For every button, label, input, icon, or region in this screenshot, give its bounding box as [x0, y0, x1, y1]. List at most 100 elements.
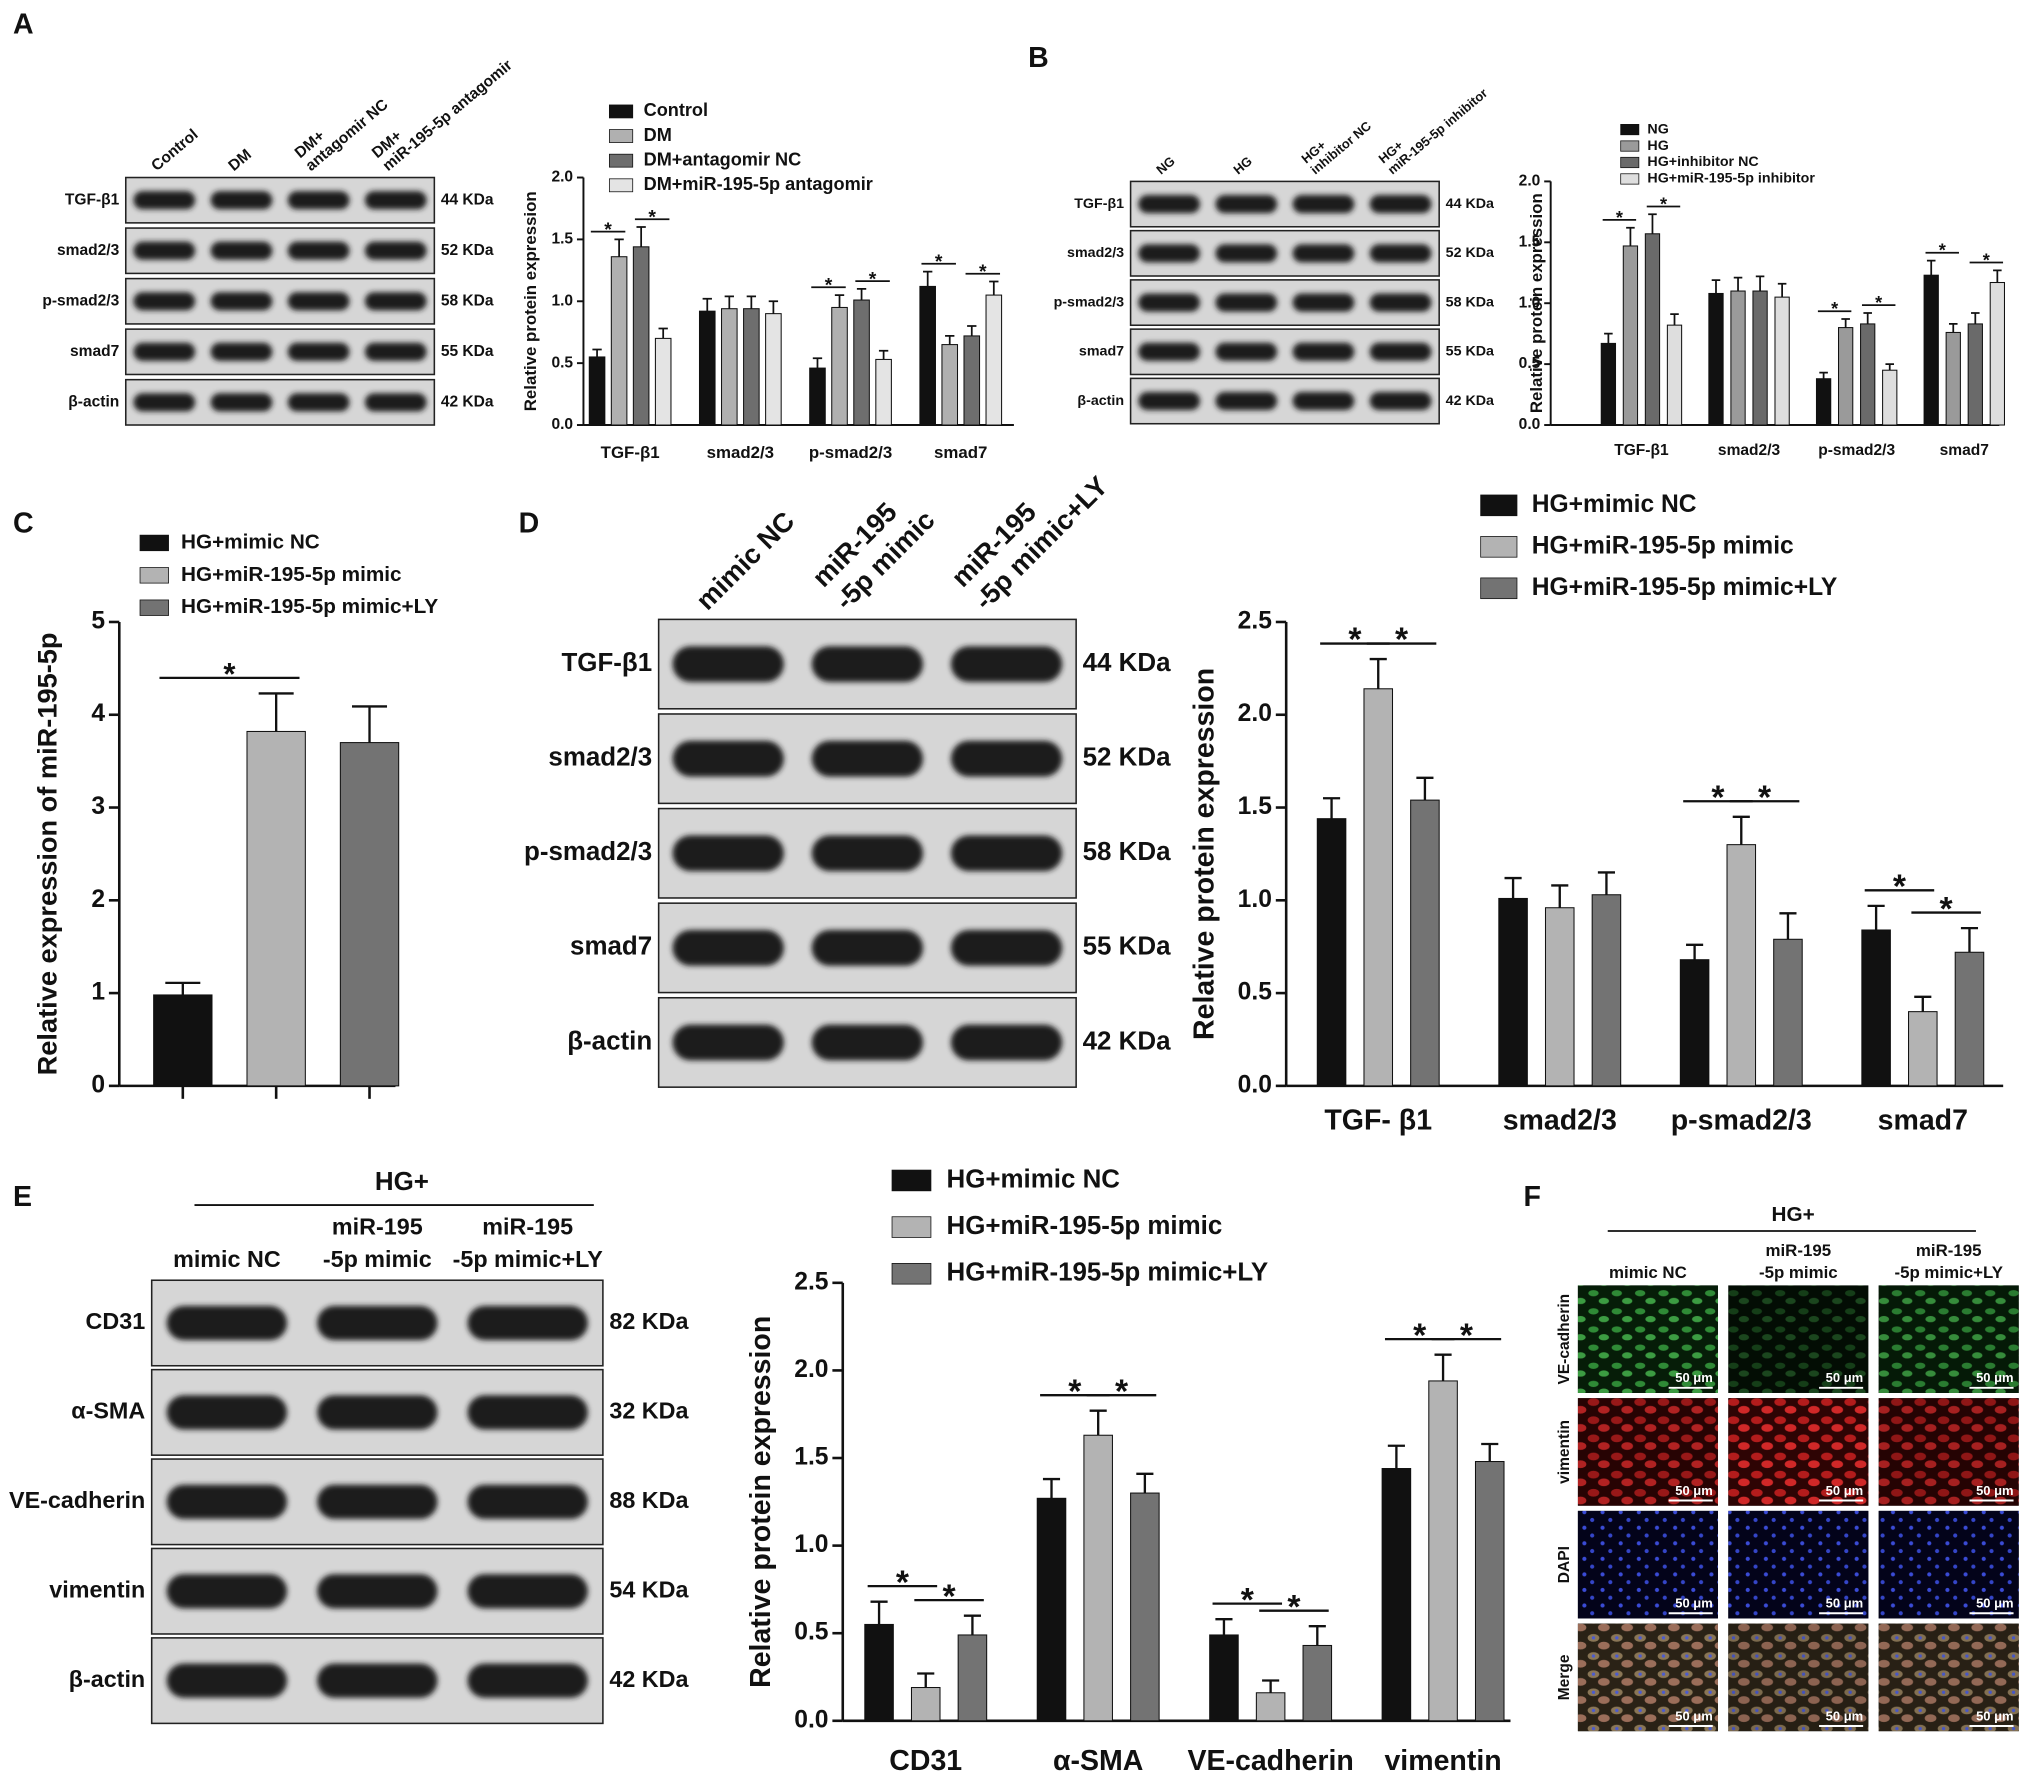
legend-swatch [1480, 536, 1518, 558]
y-tick-label: 3 [91, 793, 105, 820]
legend-swatch [1620, 173, 1640, 185]
error-bar [352, 705, 388, 743]
size-label: 44 KDa [1446, 196, 1495, 212]
legend-label: HG+miR-195-5p mimic+LY [1532, 574, 1838, 601]
blot-band [1292, 342, 1355, 361]
error-bar [1686, 943, 1704, 960]
blot-band [210, 342, 273, 361]
bar [1600, 342, 1617, 426]
error-bar [1042, 1477, 1061, 1499]
protein-label: TGF-β1 [561, 649, 652, 677]
error-bar [870, 1600, 888, 1625]
blot-band [1215, 293, 1278, 312]
bar [864, 1623, 894, 1722]
bar [610, 256, 628, 426]
legend-swatch [891, 1169, 932, 1192]
error-bar [1308, 1625, 1326, 1646]
blot-band [166, 1395, 288, 1430]
bar [919, 285, 936, 426]
blot-band [1215, 391, 1278, 411]
error-bar [614, 238, 624, 257]
legend-label: HG [1647, 138, 1668, 154]
x-tick-label: vimentin [1384, 1745, 1501, 1777]
bar [1363, 688, 1394, 1087]
error-bar [917, 1672, 935, 1688]
y-tick-label: 1 [91, 979, 105, 1006]
legend-swatch [608, 178, 634, 193]
group-label: HG+ [375, 1168, 429, 1196]
blot-band [1215, 244, 1278, 263]
bar [1815, 378, 1832, 426]
panel-letters: A B C D E F [13, 8, 1541, 1213]
y-tick-label: 1.0 [1519, 294, 1541, 311]
blot-band [210, 191, 273, 210]
size-label: 32 KDa [609, 1398, 689, 1424]
y-axis-label: Relative protein expression [745, 1316, 777, 1688]
blot-band [672, 1024, 784, 1061]
y-tick-label: 0 [91, 1071, 105, 1098]
error-bar [812, 357, 823, 369]
significance-label: * [896, 1563, 910, 1601]
micrograph [1577, 1510, 1718, 1619]
blot-band [287, 191, 350, 210]
panel-letter: C [13, 507, 34, 539]
significance-label: * [1660, 194, 1668, 214]
error-bar [1434, 1353, 1452, 1381]
bar [1773, 938, 1803, 1087]
x-tick-label: TGF- β1 [1324, 1105, 1432, 1137]
blot-band [1138, 391, 1201, 411]
blot-band [287, 393, 350, 412]
bar [1861, 929, 1891, 1087]
scale-bar-label: 50 μm [1826, 1708, 1863, 1723]
x-tick-label: p-smad2/3 [1818, 442, 1895, 459]
bar [1774, 296, 1790, 426]
significance-label: * [648, 206, 656, 228]
protein-label: CD31 [86, 1308, 146, 1334]
scale-bar-label: 50 μm [1976, 1708, 2013, 1723]
y-tick-label: 0.0 [794, 1706, 828, 1733]
protein-label: smad7 [70, 343, 119, 360]
error-bar [1971, 312, 1980, 324]
legend-label: HG+mimic NC [946, 1165, 1120, 1193]
y-tick-label: 1.5 [1238, 793, 1272, 820]
column-label: -5p mimic+LY [1894, 1263, 2002, 1282]
scale-bar-label: 50 μm [1976, 1596, 2013, 1611]
error-bar [963, 1614, 981, 1635]
blot-band [317, 1574, 438, 1609]
legend-swatch [1480, 494, 1518, 517]
error-bar [768, 300, 779, 314]
lane-label-line: -5p mimic+LY [453, 1246, 604, 1272]
bar [698, 310, 716, 426]
error-bar [258, 692, 294, 732]
y-axis-label: Relative protein expression [1188, 668, 1220, 1040]
legend-swatch [1480, 577, 1518, 600]
size-label: 55 KDa [441, 343, 494, 360]
y-tick-label: 0.0 [1519, 416, 1541, 433]
blot-band [210, 292, 273, 311]
column-label: miR-195 [1766, 1241, 1832, 1260]
blot-band [364, 241, 427, 260]
group-label: HG+ [1772, 1203, 1815, 1226]
bar [654, 337, 672, 426]
blot-band [950, 929, 1063, 966]
bar [1908, 1011, 1938, 1087]
micrograph [1878, 1398, 2019, 1506]
bar [831, 306, 848, 426]
panel-letter: A [13, 8, 34, 40]
bar [985, 294, 1003, 426]
protein-label: α-SMA [71, 1398, 145, 1424]
x-tick-label: smad7 [1940, 442, 1989, 459]
blot-band [672, 646, 784, 682]
legend-swatch [891, 1216, 932, 1238]
size-label: 42 KDa [441, 393, 494, 410]
y-tick-label: 2.0 [794, 1356, 828, 1383]
blot-band [1369, 342, 1432, 361]
error-bar [1089, 1409, 1107, 1436]
error-bar [1777, 282, 1787, 298]
scale-bar-label: 50 μm [1976, 1370, 2013, 1385]
significance-label: * [1460, 1316, 1474, 1354]
bar [1882, 369, 1898, 426]
x-tick-label: CD31 [889, 1745, 962, 1777]
scale-bar-label: 50 μm [1675, 1596, 1712, 1611]
error-bar [834, 294, 845, 308]
